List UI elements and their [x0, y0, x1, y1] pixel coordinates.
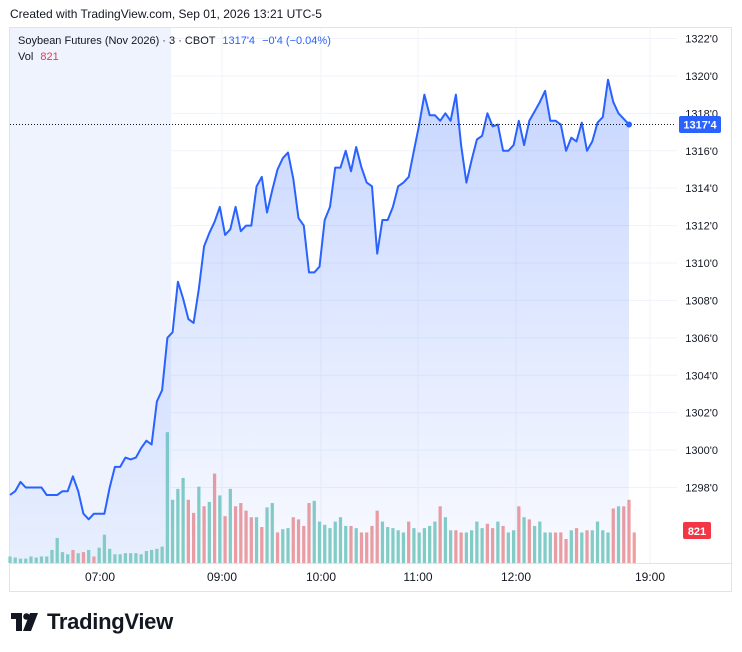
symbol-title[interactable]: Soybean Futures (Nov 2026) · 3 · CBOT	[18, 35, 216, 47]
price-axis[interactable]: 1298'0 1300'0 1302'0 1304'0 1306'0 1308'0 1310…	[685, 34, 718, 495]
y-tick-label: 1314'0	[685, 183, 718, 195]
volume-badge-label: 821	[688, 526, 706, 538]
price-area-fill	[10, 79, 629, 563]
volume-value: 821	[40, 51, 59, 63]
x-tick-label: 19:00	[635, 570, 665, 584]
last-price-dot	[626, 121, 632, 128]
y-tick-label: 1298'0	[685, 483, 718, 495]
price-badge: 1317'4	[679, 116, 721, 134]
y-tick-label: 1316'0	[685, 146, 718, 158]
y-tick-label: 1322'0	[685, 34, 718, 46]
chart-frame	[9, 27, 732, 592]
chart-caption: Created with TradingView.com, Sep 01, 20…	[10, 7, 322, 21]
last-price-value: 1317'4	[222, 35, 256, 47]
y-tick-label: 1320'0	[685, 71, 718, 83]
x-tick-label: 11:00	[403, 570, 432, 584]
y-tick-label: 1310'0	[685, 258, 718, 270]
x-tick-label: 07:00	[85, 570, 115, 584]
x-tick-label: 10:00	[306, 570, 336, 584]
volume-badge: 821	[683, 522, 711, 539]
y-tick-label: 1302'0	[685, 408, 718, 420]
y-tick-label: 1312'0	[685, 221, 718, 233]
tradingview-logo[interactable]: TradingView	[11, 609, 173, 635]
price-line[interactable]	[9, 78, 630, 521]
price-change-value: −0'4 (−0.04%)	[262, 35, 331, 47]
y-tick-label: 1306'0	[685, 333, 718, 345]
tradingview-wordmark: TradingView	[47, 609, 173, 634]
x-tick-label: 09:00	[207, 570, 237, 584]
volume-label: Vol	[18, 51, 34, 63]
tradingview-logo-icon	[11, 613, 38, 631]
y-tick-label: 1304'0	[685, 370, 718, 382]
volume-bar	[632, 532, 636, 563]
y-tick-label: 1300'0	[685, 445, 718, 457]
price-badge-label: 1317'4	[683, 120, 717, 132]
chart-legend[interactable]: Soybean Futures (Nov 2026) · 3 · CBOT 13…	[18, 35, 331, 63]
y-tick-label: 1308'0	[685, 295, 718, 307]
x-tick-label: 12:00	[501, 570, 531, 584]
time-axis[interactable]: 07:00 09:00 10:00 11:00 12:00 19:00	[9, 563, 732, 585]
